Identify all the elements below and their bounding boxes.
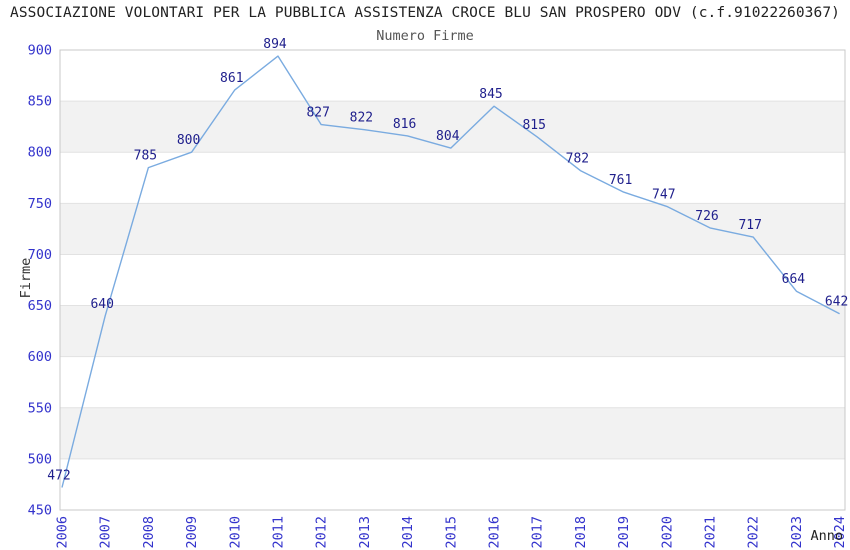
x-tick-label: 2023 <box>789 516 805 549</box>
data-point-label: 761 <box>609 173 632 188</box>
band-row <box>60 407 845 459</box>
x-tick-label: 2008 <box>141 516 157 549</box>
y-tick-label: 900 <box>28 43 52 59</box>
x-tick-label: 2022 <box>746 516 762 549</box>
x-tick-label: 2018 <box>573 516 589 549</box>
data-point-label: 785 <box>134 149 157 164</box>
y-tick-label: 850 <box>28 94 52 110</box>
x-tick-label: 2009 <box>184 516 200 549</box>
x-tick-label: 2017 <box>530 516 546 549</box>
chart-subtitle: Numero Firme <box>376 28 474 44</box>
x-axis-title: Anno <box>810 528 843 544</box>
y-tick-label: 500 <box>28 451 52 467</box>
x-tick-label: 2024 <box>832 516 848 549</box>
data-point-label: 804 <box>436 129 460 144</box>
data-point-label: 816 <box>393 117 416 132</box>
data-point-label: 845 <box>479 87 502 102</box>
series-line <box>61 55 840 488</box>
data-point-label: 861 <box>220 71 243 86</box>
data-point-label: 822 <box>350 111 373 126</box>
data-point-label: 800 <box>177 133 200 148</box>
data-point-label: 717 <box>738 218 761 233</box>
x-tick-label: 2015 <box>443 516 459 549</box>
band-row <box>60 101 845 153</box>
x-tick-label: 2016 <box>487 516 503 549</box>
data-point-label: 815 <box>522 118 545 133</box>
x-tick-label: 2014 <box>400 516 416 549</box>
x-tick-label: 2021 <box>703 516 719 549</box>
data-point-label: 782 <box>566 152 589 167</box>
data-point-label: 664 <box>782 272 806 287</box>
y-tick-label: 550 <box>28 400 52 416</box>
data-point-label: 472 <box>47 469 70 484</box>
y-tick-label: 600 <box>28 349 52 365</box>
x-tick-label: 2012 <box>314 516 330 549</box>
y-tick-label: 650 <box>28 298 52 314</box>
band-row <box>60 203 845 255</box>
y-tick-label: 450 <box>28 503 52 519</box>
x-tick-label: 2006 <box>55 516 71 549</box>
data-point-label: 642 <box>825 295 848 310</box>
x-tick-label: 2011 <box>271 516 287 549</box>
data-point-label: 640 <box>90 297 113 312</box>
y-tick-label: 750 <box>28 196 52 212</box>
band-row <box>60 305 845 357</box>
data-point-label: 827 <box>306 106 329 121</box>
chart-title: ASSOCIAZIONE VOLONTARI PER LA PUBBLICA A… <box>10 5 840 21</box>
data-point-label: 726 <box>695 209 718 224</box>
x-tick-label: 2019 <box>616 516 632 549</box>
x-tick-label: 2010 <box>227 516 243 549</box>
data-point-label: 747 <box>652 187 675 202</box>
y-tick-label: 700 <box>28 247 52 263</box>
data-point-label: 894 <box>263 37 287 52</box>
x-tick-label: 2013 <box>357 516 373 549</box>
y-tick-label: 800 <box>28 145 52 161</box>
plot-border <box>59 49 846 511</box>
x-tick-label: 2020 <box>659 516 675 549</box>
x-tick-label: 2007 <box>98 516 114 549</box>
